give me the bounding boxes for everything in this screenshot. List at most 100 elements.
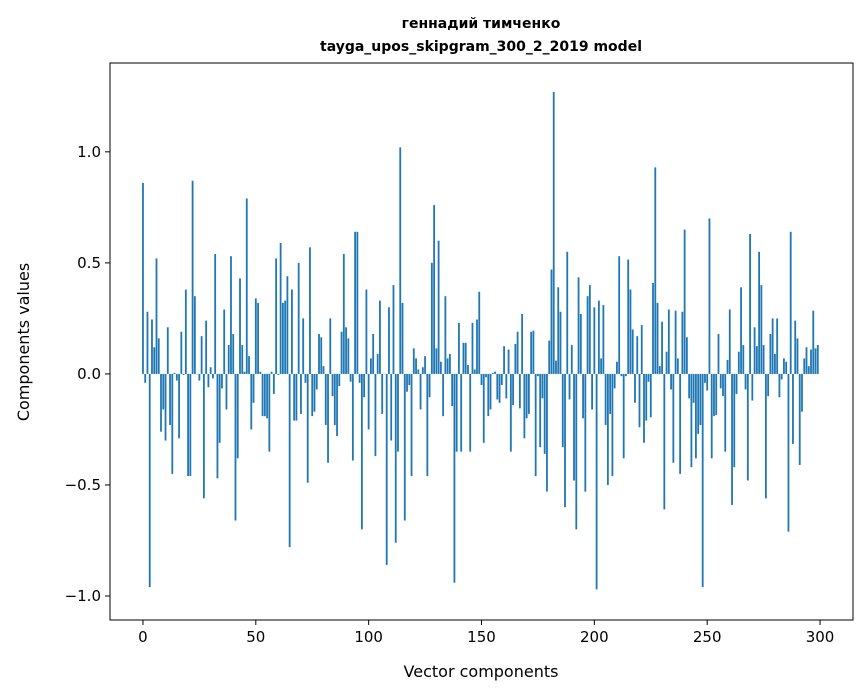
bar-33 [216,373,219,479]
bar-152 [485,373,487,378]
bar-10 [164,373,167,441]
bar-172 [530,331,533,374]
bar-136 [448,353,451,374]
bar-156 [494,371,496,374]
bar-179 [546,373,548,492]
bar-52 [259,371,262,374]
bar-201 [595,373,598,590]
bar-13 [171,373,174,474]
bar-218 [634,373,636,403]
bar-286 [787,373,790,532]
bar-63 [284,300,287,374]
bar-5 [153,347,156,374]
bar-193 [577,277,580,374]
bar-46 [245,198,248,374]
y-axis-label: Components values [14,263,33,421]
bar-263 [735,373,738,394]
bar-206 [606,373,609,485]
bar-281 [776,318,779,374]
bar-67 [293,373,296,421]
bar-271 [753,327,756,374]
bar-38 [227,345,230,374]
chart-title: геннадий тимченко [402,16,561,32]
bar-212 [620,373,623,377]
bar-215 [627,259,630,374]
bar-29 [207,373,210,388]
bar-88 [340,331,343,374]
bar-182 [552,91,555,374]
y-tick-label: −0.5 [65,476,101,494]
bar-104 [376,353,379,374]
bar-61 [279,242,282,374]
bar-48 [250,373,253,430]
bar-210 [616,361,618,374]
bar-165 [514,343,517,374]
bar-97 [360,373,363,530]
bar-84 [331,373,334,397]
bar-21 [189,373,192,477]
bar-171 [527,373,530,414]
bar-243 [690,373,693,468]
bar-129 [433,205,436,374]
bar-62 [281,302,284,374]
bar-80 [322,366,325,374]
bar-195 [582,373,584,419]
bar-295 [807,366,810,374]
bar-276 [764,373,767,499]
bar-153 [487,373,490,417]
bar-186 [561,373,564,448]
bar-204 [602,305,605,374]
bar-47 [248,356,250,374]
bar-219 [636,336,639,374]
bar-174 [534,373,537,477]
bar-71 [302,318,305,374]
bar-237 [676,358,679,374]
bar-227 [654,167,657,374]
bar-266 [742,345,745,374]
bar-56 [268,373,271,452]
bar-292 [801,373,803,412]
bar-244 [692,373,695,403]
bar-178 [543,373,546,454]
bar-257 [722,373,724,397]
bar-220 [638,373,641,428]
bar-138 [453,373,456,583]
bar-108 [385,373,388,565]
bar-90 [345,327,347,374]
bar-255 [717,333,720,374]
bar-283 [780,373,783,380]
bar-31 [212,373,214,379]
bar-214 [625,373,627,377]
bar-130 [435,348,438,374]
bar-168 [521,313,524,374]
bar-53 [261,373,264,417]
bar-239 [681,311,684,374]
bar-143 [464,342,467,374]
bar-269 [749,234,751,374]
bar-123 [419,373,422,410]
bar-180 [548,340,551,374]
bar-14 [173,372,176,374]
bar-66 [291,289,293,374]
x-tick-label: 300 [806,628,835,646]
bar-278 [769,333,772,374]
bar-192 [575,373,578,530]
bar-124 [421,367,424,374]
x-tick-label: 0 [138,628,148,646]
bar-200 [593,307,596,374]
x-tick-label: 150 [467,628,496,646]
bar-273 [758,251,761,374]
bar-270 [751,373,754,401]
bar-294 [805,347,808,374]
bar-42 [236,373,239,459]
bar-26 [200,336,203,374]
bar-272 [755,346,758,374]
bar-279 [771,318,774,374]
bar-16 [178,373,180,439]
bar-169 [523,373,526,439]
bar-274 [760,285,763,374]
bar-191 [573,373,575,481]
bar-76 [313,373,316,412]
bar-267 [744,373,747,390]
bar-254 [715,373,718,416]
